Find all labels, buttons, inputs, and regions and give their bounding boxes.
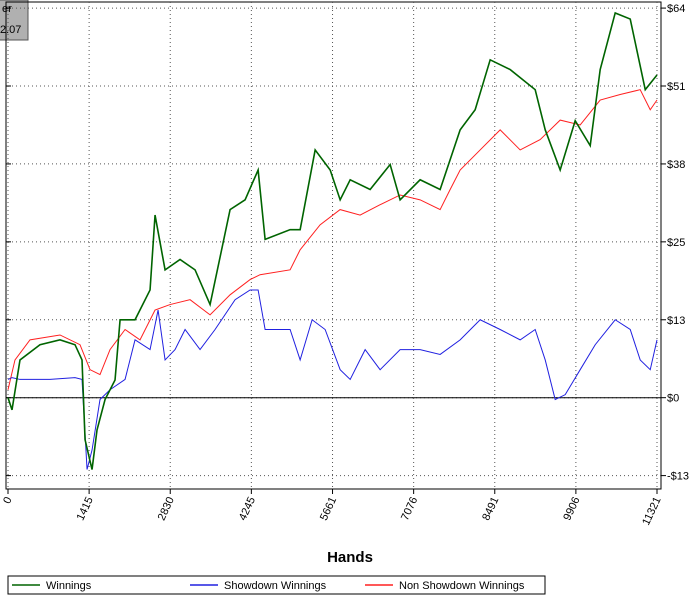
y-tick-label: $38 <box>667 159 685 171</box>
tooltip-text: 2.07 <box>0 24 21 36</box>
series-line <box>7 289 658 470</box>
plot-frame <box>5 1 662 490</box>
legend-label: Non Showdown Winnings <box>399 580 525 592</box>
tooltip-text: er <box>2 3 12 15</box>
x-axis-label: Hands <box>327 549 373 566</box>
legend-label: Showdown Winnings <box>224 580 327 592</box>
x-tick-label: 0 <box>1 495 14 506</box>
series-line <box>7 11 658 470</box>
y-tick-label: $0 <box>667 393 679 405</box>
legend-label: Winnings <box>46 580 92 592</box>
legend <box>7 575 546 595</box>
y-tick-label: $51 <box>667 81 685 93</box>
y-tick-label: -$13 <box>667 471 689 483</box>
series-line <box>7 89 658 390</box>
y-tick-label: $25 <box>667 237 685 249</box>
y-tick-label: $64 <box>667 3 685 15</box>
tooltip <box>0 0 29 41</box>
y-tick-label: $13 <box>667 315 685 327</box>
